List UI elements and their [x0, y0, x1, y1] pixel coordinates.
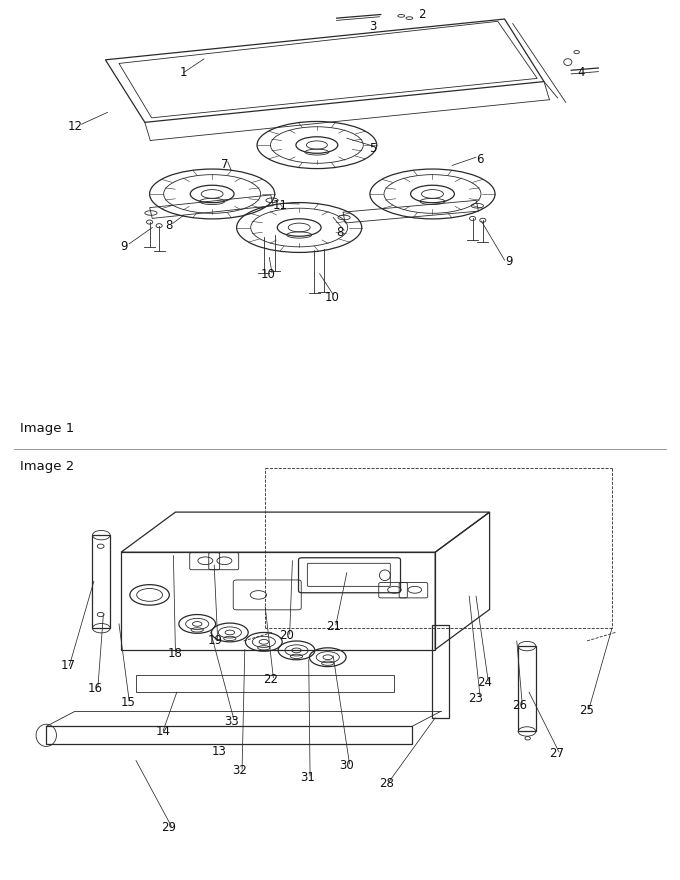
Text: 24: 24	[477, 677, 492, 689]
Text: 10: 10	[260, 268, 275, 281]
Text: 4: 4	[577, 66, 585, 79]
Text: 30: 30	[339, 759, 354, 772]
Text: 15: 15	[120, 696, 135, 709]
Text: 19: 19	[207, 634, 222, 647]
Text: Image 1: Image 1	[20, 422, 75, 435]
Text: 14: 14	[156, 725, 171, 738]
Text: 23: 23	[469, 692, 483, 705]
Text: 18: 18	[168, 648, 183, 660]
Text: 6: 6	[475, 153, 483, 166]
Text: 21: 21	[326, 620, 341, 633]
Text: 29: 29	[161, 821, 176, 834]
Text: 31: 31	[300, 771, 315, 784]
Text: 16: 16	[88, 682, 103, 695]
Text: 22: 22	[263, 673, 278, 686]
Text: 8: 8	[337, 225, 343, 238]
Text: 3: 3	[369, 19, 376, 33]
Text: 28: 28	[379, 777, 394, 790]
Text: 26: 26	[512, 700, 527, 713]
Text: 8: 8	[165, 219, 172, 232]
Text: 27: 27	[549, 747, 564, 760]
Text: 32: 32	[232, 764, 247, 777]
Text: 10: 10	[324, 290, 339, 304]
Text: 9: 9	[120, 240, 128, 253]
Text: 25: 25	[579, 705, 594, 717]
Text: 20: 20	[279, 629, 294, 642]
Text: 1: 1	[180, 66, 188, 79]
Text: 13: 13	[211, 744, 226, 758]
Text: 33: 33	[224, 715, 239, 728]
Text: 11: 11	[273, 199, 288, 212]
Text: 12: 12	[67, 121, 82, 134]
Text: 9: 9	[505, 255, 513, 268]
Text: 5: 5	[369, 143, 376, 155]
Text: Image 2: Image 2	[20, 460, 75, 473]
Text: 7: 7	[220, 158, 228, 171]
Text: 17: 17	[61, 659, 75, 672]
Text: 2: 2	[418, 8, 426, 21]
